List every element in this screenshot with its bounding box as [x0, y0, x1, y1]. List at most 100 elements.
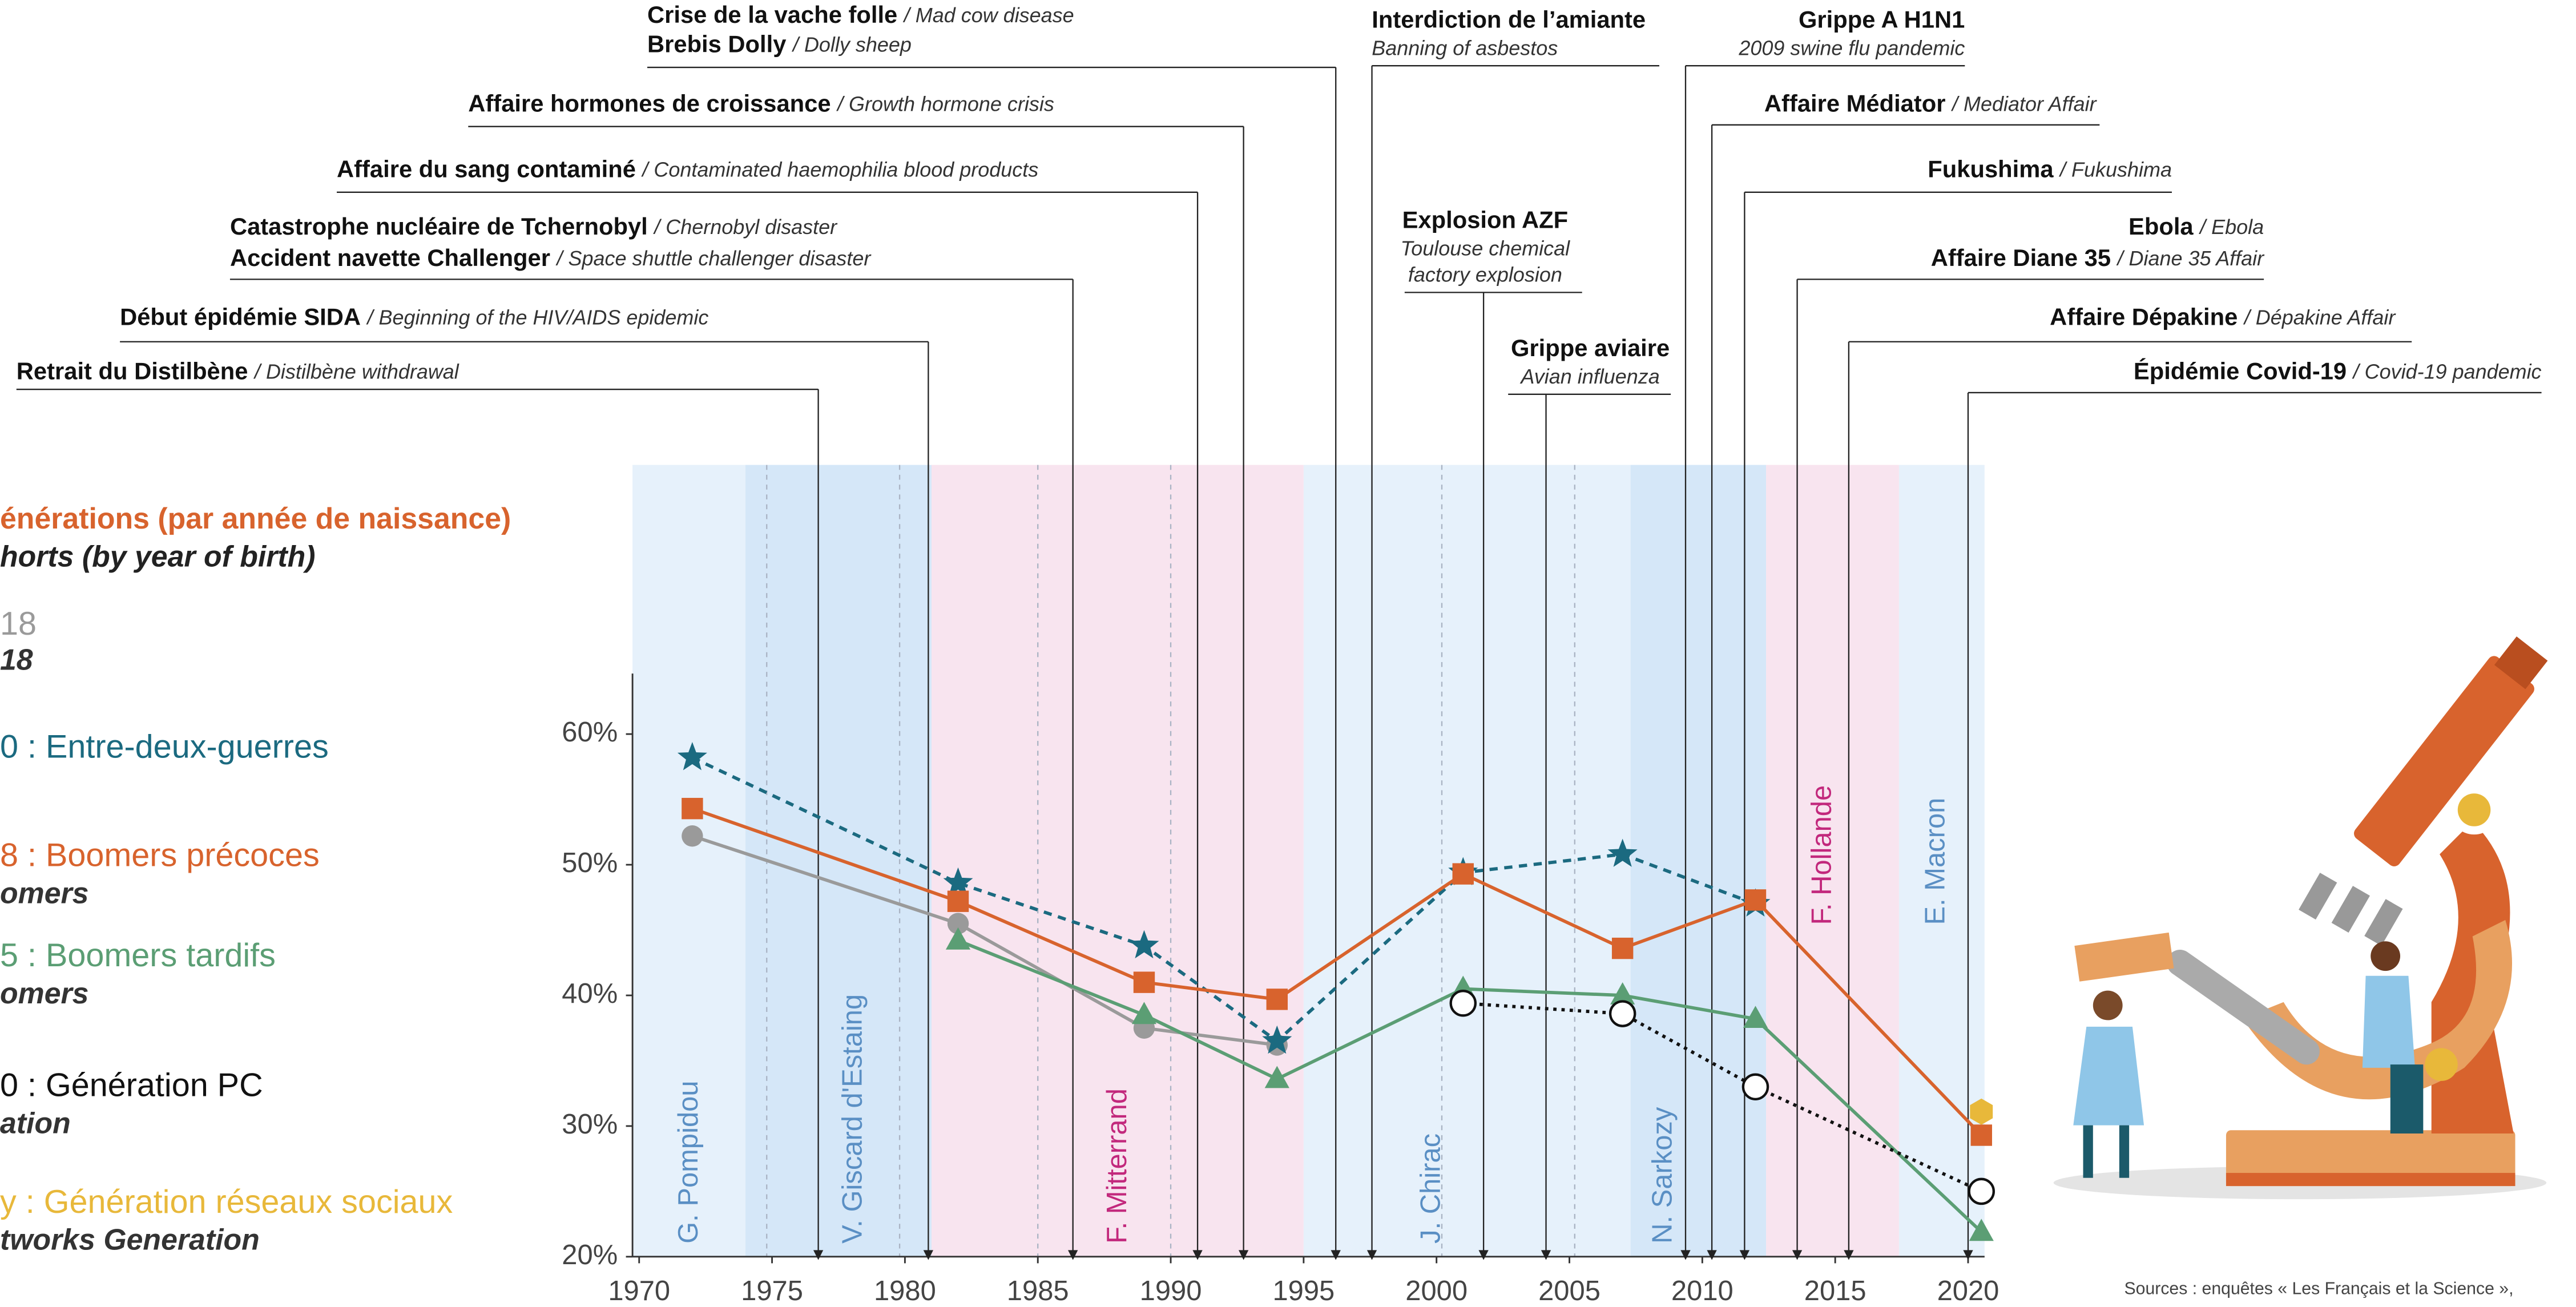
- event-label: Affaire Médiator / Mediator Affair: [1764, 90, 2098, 116]
- focus-knob: [2425, 1048, 2458, 1081]
- event-arrow: [1792, 1250, 1803, 1260]
- marker: [682, 825, 703, 847]
- event-label-en: / Mad cow disease: [902, 3, 1074, 26]
- event-label-fr: Affaire du sang contaminé: [337, 155, 636, 182]
- marker: [1607, 838, 1638, 867]
- event-label: Fukushima / Fukushima: [1928, 155, 2172, 182]
- presidency-label: F. Hollande: [1807, 785, 1837, 925]
- series-line: [691, 834, 1277, 1047]
- event-label-en: / Space shuttle challenger disaster: [555, 246, 872, 269]
- marker: [682, 797, 703, 820]
- event-label: Ebola / Ebola: [2128, 213, 2264, 240]
- event-label: Catastrophe nucléaire de Tchernobyl / Che…: [230, 213, 838, 240]
- y-tick-label: 30%: [562, 1109, 618, 1140]
- event-label: Crise de la vache folle / Mad cow disease: [647, 1, 1074, 28]
- event-arrow: [1331, 1250, 1341, 1260]
- event-label-fr: Catastrophe nucléaire de Tchernobyl: [230, 213, 648, 240]
- presidency-band: [1766, 465, 1899, 1257]
- event-label: Affaire hormones de croissance / Growth h…: [468, 90, 1054, 116]
- series-line: [1463, 1001, 1982, 1193]
- tube-rod: [2167, 950, 2320, 1065]
- event-label-en: / Ebola: [2198, 215, 2264, 239]
- marker: [1969, 1219, 1994, 1241]
- event-label-en: / Distilbène withdrawal: [253, 360, 459, 383]
- event-label-fr: Grippe aviaire: [1511, 334, 1670, 361]
- event-label-en: / Fukushima: [2058, 158, 2172, 181]
- legend-title: énérations (par année de naissance): [0, 502, 511, 535]
- presidency-band: [1303, 465, 1631, 1257]
- objective: [2299, 873, 2337, 920]
- person-leg: [2083, 1125, 2093, 1178]
- event-label: factory explosion: [1408, 263, 1562, 286]
- marker: [1609, 1000, 1636, 1027]
- event-label-fr: Début épidémie SIDA: [120, 303, 361, 330]
- event-label-en: / Covid-19 pandemic: [2352, 360, 2542, 383]
- marker: [1452, 863, 1474, 885]
- presidency-label: N. Sarkozy: [1647, 1107, 1678, 1244]
- event-label-fr: Grippe A H1N1: [1799, 6, 1965, 33]
- marker: [945, 927, 971, 950]
- event-label: Avian influenza: [1519, 365, 1659, 388]
- event-label-en: / Diane 35 Affair: [2116, 246, 2265, 269]
- tube: [2354, 636, 2548, 866]
- x-tick-label: 1975: [741, 1276, 803, 1306]
- microscope-illustration: [2053, 636, 2548, 1200]
- marker: [1611, 937, 1634, 959]
- x-tick-label: 1970: [608, 1276, 670, 1306]
- event-label: Grippe A H1N1: [1799, 6, 1965, 33]
- event-label: Début épidémie SIDA / Beginning of the HI…: [120, 303, 708, 330]
- event-label: Brebis Dolly / Dolly sheep: [647, 31, 912, 58]
- person2-head: [2371, 941, 2401, 971]
- event-label-fr: Ebola: [2128, 213, 2194, 240]
- event-label-en: / Growth hormone crisis: [836, 92, 1054, 115]
- x-tick-label: 2005: [1538, 1276, 1601, 1306]
- objective: [2331, 886, 2370, 933]
- x-tick-label: 2010: [1671, 1276, 1734, 1306]
- event-label: Accident navette Challenger / Space shutt…: [230, 244, 872, 271]
- event-arrow: [1366, 1250, 1377, 1260]
- event-label-fr: Interdiction de l’amiante: [1372, 6, 1646, 33]
- legend-entry-en: omers: [0, 876, 88, 909]
- event-label: Épidémie Covid-19/ Covid-19 pandemic: [2134, 357, 2542, 384]
- base: [2226, 1130, 2515, 1187]
- legend-entry: 0 : Entre-deux-guerres: [0, 729, 329, 765]
- event-label: Explosion AZF: [1402, 207, 1568, 233]
- event-label-fr: Explosion AZF: [1402, 207, 1568, 233]
- event-arrow: [1541, 1250, 1551, 1260]
- event-label: 2009 swine flu pandemic: [1738, 36, 1965, 59]
- legend-entry: y : Génération réseaux sociaux: [0, 1184, 453, 1220]
- knob: [2457, 793, 2491, 826]
- event-label: Grippe aviaire: [1511, 334, 1670, 361]
- marker: [1968, 1177, 1996, 1205]
- event-label: Affaire Diane 35/ Diane 35 Affair: [1931, 244, 2265, 271]
- event-label-fr: Épidémie Covid-19: [2134, 357, 2347, 384]
- event-arrow: [1238, 1250, 1249, 1260]
- eyepiece: [2494, 636, 2548, 689]
- event-arrow: [1068, 1250, 1078, 1260]
- source: Sources : enquêtes « Les Français et la …: [2124, 1279, 2513, 1298]
- box: [2074, 932, 2174, 982]
- x-tick-label: 2000: [1405, 1276, 1468, 1306]
- marker: [947, 913, 969, 934]
- event-label-fr: Brebis Dolly: [647, 31, 786, 58]
- legend-entry: 0 : Génération PC: [0, 1067, 263, 1104]
- x-tick-label: 1995: [1272, 1276, 1335, 1306]
- event-label: Retrait du Distilbène / Distilbène withdr…: [17, 357, 459, 384]
- y-tick-label: 40%: [562, 978, 618, 1009]
- event-arrow: [1739, 1250, 1750, 1260]
- marker: [677, 742, 707, 771]
- event-arrow: [923, 1250, 934, 1260]
- marker: [943, 867, 973, 896]
- series-line: [691, 806, 1983, 1136]
- legend-entry: 18: [0, 606, 37, 642]
- event-arrow: [1844, 1250, 1854, 1260]
- marker: [1744, 889, 1767, 911]
- event-arrow: [1478, 1250, 1489, 1260]
- event-label-en: factory explosion: [1408, 263, 1562, 286]
- event-arrow: [1680, 1250, 1691, 1260]
- x-tick-label: 2015: [1804, 1276, 1867, 1306]
- event-label-fr: Affaire hormones de croissance: [468, 90, 831, 116]
- event-label: Toulouse chemical: [1401, 236, 1571, 260]
- marker: [947, 890, 969, 912]
- marker: [1741, 1073, 1769, 1101]
